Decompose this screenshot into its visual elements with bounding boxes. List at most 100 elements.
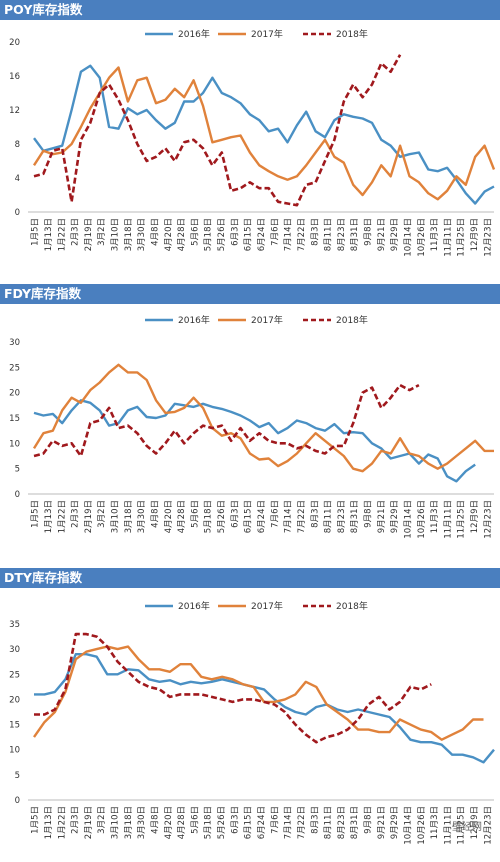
x-tick-label: 4月20日 (164, 218, 174, 251)
y-tick-label: 20 (9, 695, 20, 705)
x-tick-label: 8月31日 (350, 806, 360, 839)
series-line-2018年 (33, 383, 420, 458)
x-tick-label: 4月20日 (164, 500, 174, 533)
chart-title-dty: DTY库存指数 (0, 568, 500, 588)
x-tick-label: 6月3日 (230, 500, 240, 528)
series-line-2016年 (33, 399, 476, 483)
x-tick-label: 1月5日 (31, 500, 41, 528)
x-tick-label: 12月23日 (483, 500, 493, 539)
y-tick-label: 35 (9, 620, 20, 630)
x-tick-label: 5月26日 (217, 806, 227, 839)
y-tick-label: 20 (9, 389, 20, 399)
series-line-2016年 (33, 64, 495, 205)
x-tick-label: 6月24日 (257, 218, 267, 251)
x-tick-label: 4月8日 (150, 218, 160, 246)
x-tick-label: 9月29日 (390, 806, 400, 839)
x-tick-label: 10月14日 (403, 500, 413, 539)
x-tick-label: 12月9日 (470, 218, 480, 251)
y-tick-label: 16 (9, 72, 20, 82)
x-tick-label: 1月22日 (57, 806, 67, 839)
fdy-chart: 2016年 2017年 2018年 0 5 10 15 20 25 30 1月5日 1月13日 1月22… (9, 314, 494, 539)
x-tick-label: 7月22日 (297, 500, 307, 533)
x-tick-label: 1月13日 (44, 218, 54, 251)
legend-label: 2016年 (178, 314, 210, 326)
y-tick-label: 4 (15, 174, 20, 184)
x-tick-label: 7月22日 (297, 806, 307, 839)
dty-chart: 2016年 2017年 2018年 0 5 10 15 20 25 30 35 1月5日 1月13日 1月… (9, 600, 495, 845)
x-tick-label: 5月26日 (217, 500, 227, 533)
y-tick-label: 5 (15, 771, 20, 781)
x-tick-label: 7月6日 (270, 500, 280, 528)
x-tick-label: 4月20日 (164, 806, 174, 839)
x-tick-label: 8月23日 (337, 500, 347, 533)
series-line-2018年 (34, 632, 432, 744)
x-tick-label: 5月18日 (204, 500, 214, 533)
x-tick-label: 3月30日 (137, 500, 147, 533)
x-tick-label: 9月21日 (377, 500, 387, 533)
x-tick-label: 5月6日 (190, 500, 200, 528)
legend-label: 2017年 (251, 600, 283, 612)
y-tick-label: 12 (9, 106, 20, 116)
chart-title-poy: POY库存指数 (0, 0, 500, 20)
x-tick-label: 11月25日 (457, 218, 467, 257)
x-tick-label: 8月3日 (310, 218, 320, 246)
y-tick-label: 15 (9, 414, 20, 424)
legend-label: 2016年 (178, 600, 210, 612)
x-tick-label: 6月3日 (230, 218, 240, 246)
x-tick-label: 9月8日 (364, 500, 374, 528)
x-tick-label: 3月2日 (97, 500, 107, 528)
y-tick-label: 0 (15, 490, 20, 500)
x-tick-label: 3月18日 (124, 500, 134, 533)
x-tick-label: 2月3日 (71, 500, 81, 528)
x-tick-label: 5月18日 (204, 806, 214, 839)
x-tick-label: 3月18日 (124, 218, 134, 251)
legend-label: 2017年 (251, 314, 283, 326)
x-tick-label: 3月10日 (111, 218, 121, 251)
x-tick-label: 4月8日 (150, 806, 160, 834)
x-tick-label: 8月3日 (310, 806, 320, 834)
x-tick-label: 2月19日 (84, 500, 94, 533)
x-tick-label: 12月9日 (470, 806, 480, 839)
x-tick-label: 10月14日 (403, 806, 413, 845)
y-tick-label: 25 (9, 670, 20, 680)
x-tick-label: 11月11日 (443, 806, 453, 845)
y-tick-label: 15 (9, 721, 20, 731)
legend-label: 2018年 (336, 314, 368, 326)
x-tick-label: 5月18日 (204, 218, 214, 251)
x-tick-label: 7月6日 (270, 218, 280, 246)
x-tick-label: 9月21日 (377, 218, 387, 251)
x-tick-label: 4月28日 (177, 806, 187, 839)
x-tick-label: 1月22日 (57, 218, 67, 251)
x-tick-label: 6月15日 (244, 218, 254, 251)
x-tick-label: 4月8日 (150, 500, 160, 528)
x-tick-label: 12月9日 (470, 500, 480, 533)
x-tick-label: 8月23日 (337, 218, 347, 251)
x-tick-label: 3月18日 (124, 806, 134, 839)
x-tick-label: 1月13日 (44, 500, 54, 533)
x-tick-label: 9月29日 (390, 500, 400, 533)
x-tick-label: 11月25日 (457, 806, 467, 845)
x-tick-label: 7月14日 (284, 806, 294, 839)
x-tick-label: 11月11日 (443, 500, 453, 539)
x-tick-label: 2月19日 (84, 806, 94, 839)
x-tick-label: 9月29日 (390, 218, 400, 251)
x-tick-label: 8月11日 (324, 218, 334, 251)
x-tick-label: 3月30日 (137, 218, 147, 251)
y-tick-label: 30 (9, 645, 20, 655)
x-tick-label: 7月6日 (270, 806, 280, 834)
x-tick-label: 8月31日 (350, 218, 360, 251)
x-tick-label: 6月3日 (230, 806, 240, 834)
x-tick-label: 3月30日 (137, 806, 147, 839)
series-line-2017年 (32, 66, 496, 201)
x-tick-label: 10月26日 (417, 218, 427, 257)
y-tick-label: 20 (9, 38, 20, 48)
x-tick-label: 10月26日 (417, 806, 427, 845)
x-tick-label: 5月6日 (190, 218, 200, 246)
x-tick-label: 11月3日 (430, 500, 440, 533)
chart-title-fdy: FDY库存指数 (0, 284, 500, 304)
y-tick-label: 30 (9, 338, 20, 348)
x-tick-label: 12月23日 (483, 218, 493, 257)
x-tick-label: 1月5日 (31, 806, 41, 834)
x-tick-label: 3月2日 (97, 218, 107, 246)
y-tick-label: 10 (9, 439, 20, 449)
